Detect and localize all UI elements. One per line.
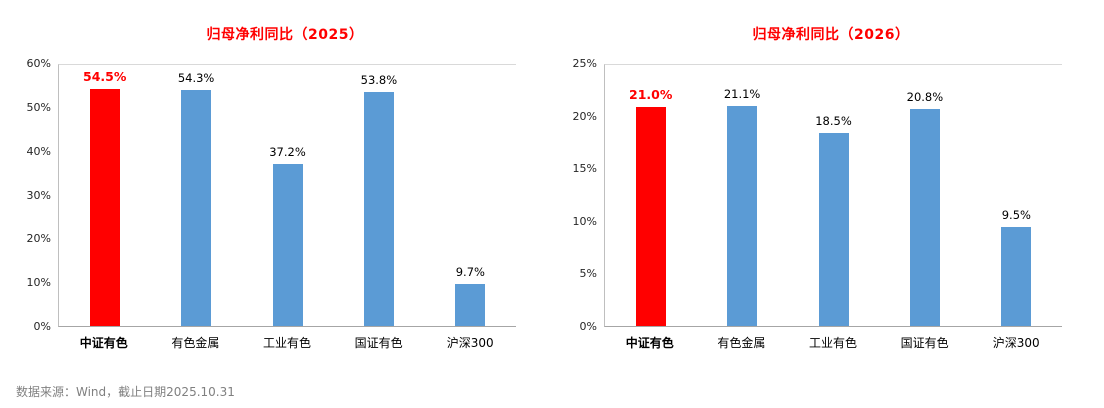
plot-wrap: 21.0% 21.1% 18.5% 20.8% 9.5% 中证有色 有色金属 工业有色 国证有… — [604, 64, 1062, 351]
plot-area: 21.0% 21.1% 18.5% 20.8% 9.5% — [604, 64, 1062, 327]
charts-row: 归母净利同比（2025） 0% 10% 20% 30% 40% 50% 60% 54.5% 5… — [14, 8, 1062, 351]
y-axis-tick-label: 40% — [26, 144, 51, 158]
bar — [272, 164, 303, 326]
x-axis-category-label: 中证有色 — [625, 336, 674, 350]
bar-value-label: 20.8% — [906, 89, 944, 104]
x-axis-category-label: 沪深300 — [446, 336, 494, 350]
y-axis-tick-label: 60% — [26, 57, 51, 70]
chart-net-profit-yoy-2026: 归母净利同比（2026） 0% 5% 10% 15% 20% 25% 21.0% 21.1%… — [560, 8, 1062, 351]
bar-value-label: 21.1% — [723, 86, 761, 101]
x-axis: 中证有色 有色金属 工业有色 国证有色 沪深300 — [58, 334, 516, 351]
bar-value-label: 18.5% — [815, 113, 852, 128]
bar — [818, 132, 849, 326]
bar-highlighted — [89, 88, 120, 326]
bar — [1001, 226, 1032, 326]
bar-column: 21.1% — [696, 65, 787, 326]
chart-body: 0% 10% 20% 30% 40% 50% 60% 54.5% 54.3% 37.2% 53.8… — [14, 57, 516, 351]
bar — [363, 91, 394, 326]
x-axis-category-label: 有色金属 — [717, 336, 766, 350]
y-axis-tick-label: 15% — [572, 162, 597, 176]
y-axis-tick-label: 10% — [26, 276, 51, 290]
bar-value-label: 54.5% — [83, 68, 127, 84]
plot-wrap: 54.5% 54.3% 37.2% 53.8% 9.7% 中证有色 有色金属 工业有色 国证有… — [58, 64, 516, 351]
bar-value-label: 54.3% — [177, 70, 215, 85]
y-axis-tick-label: 25% — [572, 57, 597, 70]
x-axis-category-label: 国证有色 — [354, 336, 403, 350]
bar — [909, 108, 940, 326]
x-axis-category-label: 工业有色 — [262, 336, 311, 350]
y-axis-tick-label: 0% — [33, 320, 51, 333]
x-axis-category-label: 有色金属 — [171, 336, 220, 350]
y-axis-tick-label: 50% — [26, 100, 51, 114]
y-axis-tick-label: 20% — [26, 232, 51, 246]
x-axis-category-label: 国证有色 — [900, 336, 949, 350]
y-axis-tick-label: 20% — [572, 109, 597, 123]
chart-title: 归母净利同比（2025） — [206, 27, 364, 43]
bar-column: 20.8% — [879, 65, 970, 326]
chart-title: 归母净利同比（2026） — [752, 27, 910, 43]
y-axis-tick-label: 0% — [579, 320, 597, 333]
y-axis: 0% 10% 20% 30% 40% 50% 60% — [14, 57, 58, 333]
bar-value-label: 53.8% — [360, 72, 398, 87]
bar — [455, 283, 486, 326]
y-axis-tick-label: 5% — [579, 267, 597, 281]
bar-column: 9.7% — [425, 65, 516, 326]
chart-net-profit-yoy-2025: 归母净利同比（2025） 0% 10% 20% 30% 40% 50% 60% 54.5% 5… — [14, 8, 516, 351]
bar-column: 54.5% — [59, 65, 150, 326]
y-axis-tick-label: 10% — [572, 214, 597, 228]
x-axis: 中证有色 有色金属 工业有色 国证有色 沪深300 — [604, 334, 1062, 351]
bar-highlighted — [635, 106, 666, 326]
bar-column: 9.5% — [971, 65, 1062, 326]
bar-column: 37.2% — [242, 65, 333, 326]
y-axis-tick-label: 30% — [26, 188, 51, 202]
source-note: 数据来源：Wind，截止日期2025.10.31 — [16, 385, 235, 399]
bar-value-label: 9.5% — [1001, 207, 1031, 222]
bar-column: 18.5% — [788, 65, 879, 326]
bar — [727, 105, 758, 326]
bar-value-label: 21.0% — [629, 86, 673, 102]
bar — [181, 89, 212, 326]
bar-column: 53.8% — [333, 65, 424, 326]
chart-body: 0% 5% 10% 15% 20% 25% 21.0% 21.1% 18.5% 20.8% 9.5… — [560, 57, 1062, 351]
plot-area: 54.5% 54.3% 37.2% 53.8% 9.7% — [58, 64, 516, 327]
x-axis-category-label: 沪深300 — [992, 336, 1040, 350]
x-axis-category-label: 中证有色 — [79, 336, 128, 350]
bar-column: 21.0% — [605, 65, 696, 326]
bar-value-label: 9.7% — [455, 264, 485, 279]
bar-column: 54.3% — [150, 65, 241, 326]
bar-value-label: 37.2% — [269, 145, 306, 160]
y-axis: 0% 5% 10% 15% 20% 25% — [560, 57, 604, 333]
x-axis-category-label: 工业有色 — [808, 336, 857, 350]
